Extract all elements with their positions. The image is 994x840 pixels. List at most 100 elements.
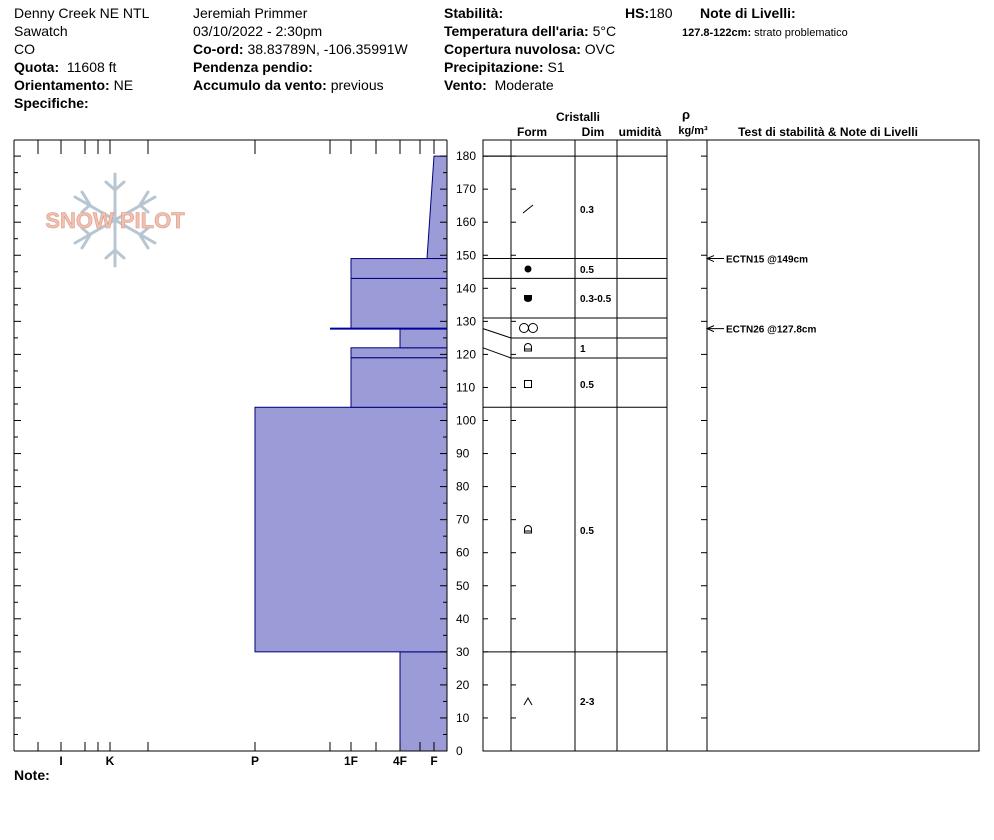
hardness-bar	[350, 357, 448, 408]
aspect-value: NE	[113, 77, 134, 93]
height-label: 10	[456, 711, 470, 725]
layer-notes-label: Note di Livelli:	[700, 5, 796, 21]
state: CO	[14, 41, 35, 57]
aspect-label: Orientamento:	[14, 77, 110, 93]
location-name: Denny Creek NE NTL	[14, 5, 150, 21]
height-label: 100	[456, 414, 476, 428]
hardness-bar	[254, 406, 448, 653]
height-label: 120	[456, 347, 476, 361]
tests-header: Test di stabilità & Note di Livelli	[738, 125, 918, 139]
height-label: 20	[456, 678, 470, 692]
observation-datetime: 03/10/2022 - 2:30pm	[193, 23, 323, 39]
layer-table-frame	[482, 139, 980, 752]
height-label: 80	[456, 480, 470, 494]
cloud-value: OVC	[584, 41, 616, 57]
hardness-label: P	[251, 754, 259, 768]
coord-label: Co-ord:	[193, 41, 244, 57]
height-label: 30	[456, 645, 470, 659]
wind: Vento: Moderate	[444, 76, 616, 94]
size-header: Dim	[582, 125, 605, 139]
hardness-label: 4F	[393, 754, 407, 768]
height-label: 170	[456, 182, 476, 196]
decomposing-icon	[522, 204, 534, 214]
ice-crust-icon	[528, 323, 538, 333]
hardness-bar	[350, 347, 448, 359]
grain-size-label: 0.5	[580, 265, 594, 276]
test-arrow-icon	[705, 255, 715, 263]
hs-value: 180	[649, 5, 673, 21]
cloud-label: Copertura nuvolosa:	[444, 41, 581, 57]
height-label: 0	[456, 744, 463, 758]
stability-test-label: ECTN26 @127.8cm	[726, 325, 816, 336]
air-temperature: Temperatura dell'aria: 5°C	[444, 22, 616, 40]
height-label: 140	[456, 281, 476, 295]
grain-size-label: 0.5	[580, 380, 594, 391]
precipitation: Precipitazione: S1	[444, 58, 616, 76]
snow-height: HS:180	[625, 4, 672, 22]
depth-hoar-icon	[523, 696, 533, 706]
stability-test-label: ECTN15 @149cm	[726, 255, 808, 266]
observer-name: Jeremiah Primmer	[193, 5, 308, 21]
height-label: 50	[456, 579, 470, 593]
height-label: 150	[456, 248, 476, 262]
snowpilot-watermark: SNOW PILOT	[38, 172, 193, 268]
hardness-label: 1F	[344, 754, 358, 768]
height-label: 60	[456, 546, 470, 560]
precip-label: Precipitazione:	[444, 59, 544, 75]
cloud-cover: Copertura nuvolosa: OVC	[444, 40, 616, 58]
observer-info: Jeremiah Primmer 03/10/2022 - 2:30pm Co-…	[193, 4, 408, 94]
grain-size-label: 2-3	[580, 697, 595, 708]
layer-note-text: strato problematico	[754, 27, 848, 39]
faceted-rounded-icon	[524, 525, 532, 534]
elevation-value: 11608 ft	[66, 59, 117, 75]
grain-size-label: 0.3-0.5	[580, 294, 612, 305]
hardness-label: F	[430, 754, 437, 768]
snowflake-icon: SNOW PILOT	[45, 172, 186, 268]
wind-load-label: Accumulo da vento:	[193, 77, 327, 93]
stability-label: Stabilità:	[444, 5, 504, 21]
hardness-bar	[399, 328, 448, 349]
height-label: 130	[456, 314, 476, 328]
coordinates: Co-ord: 38.83789N, -106.35991W	[193, 40, 408, 58]
hardness-bar	[350, 277, 448, 330]
mountain-range: Sawatch	[14, 23, 68, 39]
hardness-bar	[350, 258, 448, 279]
hs-label: HS:	[625, 5, 650, 21]
air-temp-value: 5°C	[592, 23, 617, 39]
aspect: Orientamento: NE	[14, 76, 149, 94]
layer-note-range: 127.8-122cm:	[682, 27, 752, 39]
grain-size-label: 0.5	[580, 526, 594, 537]
faceted-rounded-icon	[524, 343, 532, 352]
slope-label: Pendenza pendio:	[193, 59, 313, 75]
melt-forms-icon	[524, 295, 532, 302]
elevation: Quota: 11608 ft	[14, 58, 149, 76]
wind-value: Moderate	[494, 77, 554, 93]
height-label: 40	[456, 612, 470, 626]
height-label: 90	[456, 447, 470, 461]
layer-connector	[482, 347, 512, 359]
height-label: 70	[456, 513, 470, 527]
layer-note: 127.8-122cm: strato problematico	[682, 24, 848, 42]
wind-loading: Accumulo da vento: previous	[193, 76, 408, 94]
elevation-label: Quota:	[14, 59, 60, 75]
site-info: Denny Creek NE NTL Sawatch CO Quota: 116…	[14, 4, 149, 112]
hardness-label: K	[106, 754, 115, 768]
precip-value: S1	[547, 59, 565, 75]
coord-value: 38.83789N, -106.35991W	[247, 41, 408, 57]
test-arrow-icon	[705, 325, 715, 333]
specifics-label: Specifiche:	[14, 95, 89, 111]
height-label: 180	[456, 149, 476, 163]
hardness-label: I	[59, 754, 62, 768]
moisture-header: umidità	[619, 125, 662, 139]
weather-info: Stabilità: Temperatura dell'aria: 5°C Co…	[444, 4, 616, 94]
ice-crust-icon	[519, 323, 529, 333]
rounded-icon	[524, 265, 532, 273]
grain-size-label: 0.3	[580, 205, 594, 216]
density-header: kg/m³	[678, 125, 708, 137]
watermark-text: SNOW PILOT	[45, 208, 185, 233]
wind-load-value: previous	[330, 77, 384, 93]
grain-size-label: 1	[580, 344, 586, 355]
wind-label: Vento:	[444, 77, 487, 93]
height-label: 160	[456, 215, 476, 229]
